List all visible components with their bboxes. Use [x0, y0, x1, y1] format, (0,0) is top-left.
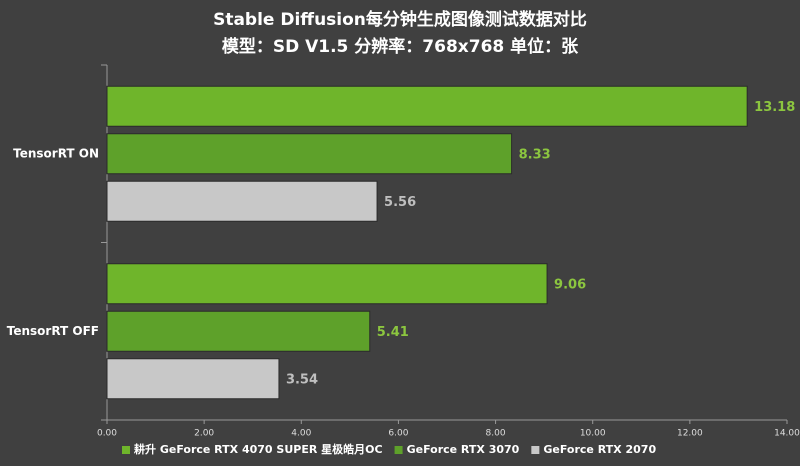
legend-swatch	[122, 446, 130, 454]
data-label: 3.54	[286, 372, 318, 387]
bar	[106, 133, 513, 175]
x-tick-label: 4.00	[291, 429, 311, 439]
bar	[106, 310, 371, 352]
data-label: 9.06	[554, 277, 586, 292]
data-label: 5.56	[384, 195, 416, 210]
x-tick-label: 6.00	[388, 429, 408, 439]
data-label: 8.33	[519, 147, 551, 162]
legend-label: GeForce RTX 2070	[543, 443, 656, 456]
x-tick-label: 8.00	[486, 429, 506, 439]
data-label: 5.41	[377, 325, 409, 340]
bar	[106, 85, 748, 127]
bar	[106, 263, 548, 305]
legend-label: GeForce RTX 3070	[407, 443, 520, 456]
y-tick-label: TensorRT ON	[13, 146, 99, 160]
legend-label: 耕升 GeForce RTX 4070 SUPER 星极皓月OC	[134, 442, 383, 456]
legend-swatch	[531, 446, 540, 454]
x-tick-label: 2.00	[194, 429, 214, 439]
x-tick-label: 10.00	[580, 429, 606, 439]
legend-swatch	[394, 446, 403, 454]
x-tick-label: 14.00	[774, 429, 800, 439]
x-tick-label: 12.00	[677, 429, 703, 439]
data-label: 13.18	[754, 100, 795, 115]
x-tick-label: 0.00	[97, 429, 117, 439]
bar	[106, 358, 280, 400]
chart-subtitle: 模型：SD V1.5 分辨率：768x768 单位：张	[222, 36, 579, 57]
bar	[106, 180, 378, 222]
chart-title: Stable Diffusion每分钟生成图像测试数据对比	[213, 9, 587, 30]
y-tick-label: TensorRT OFF	[7, 324, 99, 338]
